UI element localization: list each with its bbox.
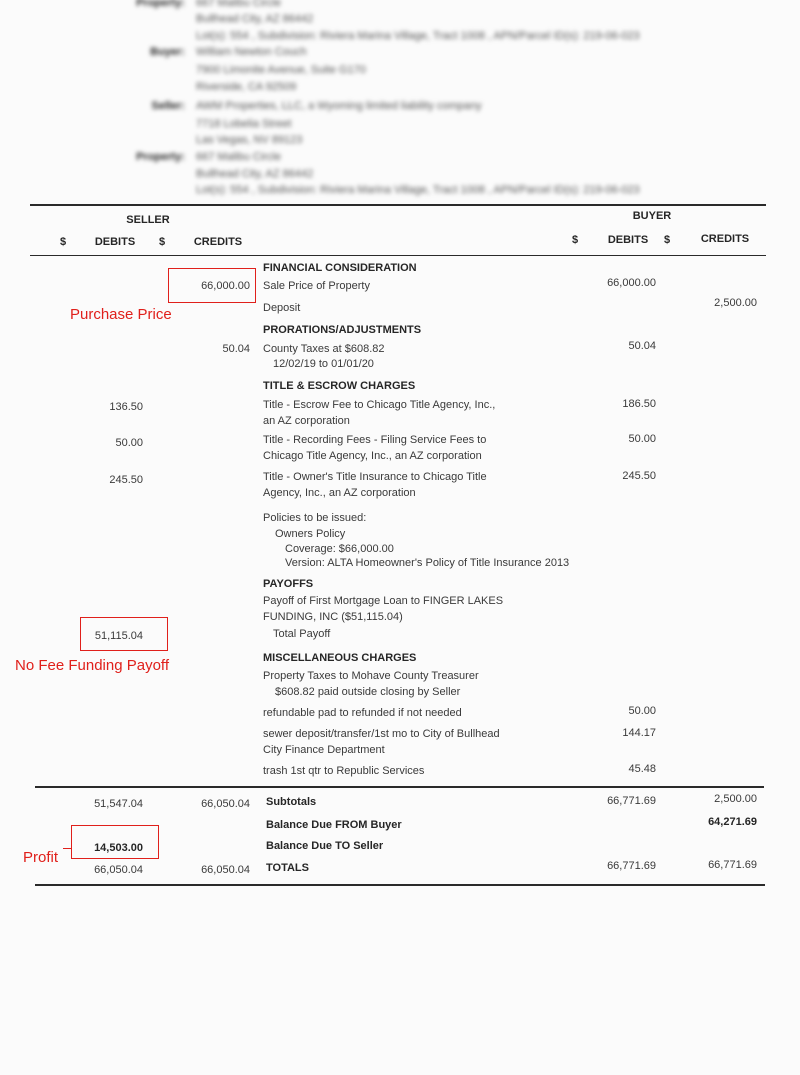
amount: 51,115.04 [94,630,143,642]
annotation: No Fee Funding Payoff [15,657,169,674]
line-item: Property Taxes to Mohave County Treasure… [263,670,479,682]
line-item: Owners Policy [275,528,346,540]
section-heading: PRORATIONS/ADJUSTMENTS [263,324,422,336]
highlight-box [80,617,168,651]
section-heading: TITLE & ESCROW CHARGES [263,380,416,392]
total-label: Subtotals [266,796,317,808]
total-amount: 64,271.69 [708,816,757,828]
amount: 50.00 [628,433,656,445]
party-line: Las Vegas, NV 89123 [196,134,303,146]
party-label: Property: [136,151,185,163]
line-item: Deposit [263,302,301,314]
line-item: 12/02/19 to 01/01/20 [273,358,374,370]
rule [35,786,764,788]
line-item: Version: ALTA Homeowner's Policy of Titl… [285,557,570,569]
total-label: Balance Due FROM Buyer [266,819,402,831]
line-item: sewer deposit/transfer/1st mo to City of… [263,728,500,740]
line-item: Policies to be issued: [263,512,367,524]
amount: 66,000.00 [607,277,656,289]
line-item: Title - Escrow Fee to Chicago Title Agen… [263,399,496,411]
column-heading: $ [158,236,166,248]
line-item: Title - Owner's Title Insurance to Chica… [263,471,487,483]
party-line: Bullhead City, AZ 86442 [196,13,314,25]
total-amount: 2,500.00 [714,793,757,805]
total-amount: 66,050.04 [201,864,250,876]
party-line: William Newton Couch [196,46,307,58]
highlight-box [71,825,159,859]
party-line: 7718 Lobelia Street [196,118,292,130]
column-heading: DEBITS [607,234,649,246]
total-amount: 66,771.69 [607,860,656,872]
party-line: Bullhead City, AZ 86442 [196,168,314,180]
amount: 136.50 [109,401,143,413]
annotation: Profit [23,849,59,866]
total-label: TOTALS [266,862,309,874]
total-amount: 66,050.04 [94,864,143,876]
line-item: Total Payoff [273,628,331,640]
line-item: City Finance Department [263,744,385,756]
total-amount: 66,050.04 [201,798,250,810]
amount: 245.50 [622,470,656,482]
pointer [63,848,71,849]
party-line: 7900 Limonite Avenue, Suite G170 [196,64,366,76]
line-item: Agency, Inc., an AZ corporation [263,487,416,499]
line-item: trash 1st qtr to Republic Services [263,765,425,777]
total-amount: 66,771.69 [708,859,757,871]
section-heading: FINANCIAL CONSIDERATION [263,262,417,274]
column-heading: CREDITS [700,233,750,245]
party-line: Lot(s): 554 , Subdivision: Riviera Marin… [196,30,640,42]
party-line: Lot(s): 554 , Subdivision: Riviera Marin… [196,184,640,196]
amount: 2,500.00 [714,297,757,309]
line-item: Payoff of First Mortgage Loan to FINGER … [263,595,504,607]
line-item: Sale Price of Property [263,280,370,292]
party-line: AWM Properties, LLC, a Wyoming limited l… [196,100,482,112]
line-item: refundable pad to refunded if not needed [263,707,462,719]
rule [30,255,766,256]
section-heading: PAYOFFS [263,578,314,590]
rule [35,884,765,886]
party-line: Riverside, CA 92509 [196,81,297,93]
total-label: Balance Due TO Seller [266,840,384,852]
annotation: Purchase Price [70,306,172,323]
line-item: FUNDING, INC ($51,115.04) [263,611,403,623]
column-heading: $ [663,234,671,246]
column-heading: CREDITS [193,236,243,248]
line-item: $608.82 paid outside closing by Seller [275,686,461,698]
amount: 186.50 [622,398,656,410]
line-item: an AZ corporation [263,415,350,427]
total-amount: 66,771.69 [607,795,656,807]
amount: 45.48 [628,763,656,775]
party-line: 667 Malibu Circle [196,151,281,163]
amount: 50.04 [222,343,250,355]
amount: 50.00 [115,437,143,449]
party-line: 667 Malibu Circle [196,0,281,9]
section-heading: MISCELLANEOUS CHARGES [263,652,417,664]
party-label: Buyer: [150,46,185,58]
column-group: BUYER [632,210,672,222]
amount: 144.17 [622,727,656,739]
amount: 50.04 [628,340,656,352]
column-group: SELLER [126,214,170,226]
party-label: Seller: [151,100,185,112]
highlight-box [168,268,256,303]
party-label: Property: [136,0,185,9]
line-item: County Taxes at $608.82 [263,343,385,355]
amount: 66,000.00 [201,280,250,292]
column-heading: $ [571,234,579,246]
total-amount: 51,547.04 [94,798,143,810]
line-item: Title - Recording Fees - Filing Service … [263,434,487,446]
total-amount: 14,503.00 [94,842,143,854]
rule [30,204,766,206]
amount: 245.50 [109,474,143,486]
column-heading: $ [59,236,67,248]
column-heading: DEBITS [94,236,136,248]
line-item: Coverage: $66,000.00 [285,543,394,555]
amount: 50.00 [628,705,656,717]
line-item: Chicago Title Agency, Inc., an AZ corpor… [263,450,482,462]
